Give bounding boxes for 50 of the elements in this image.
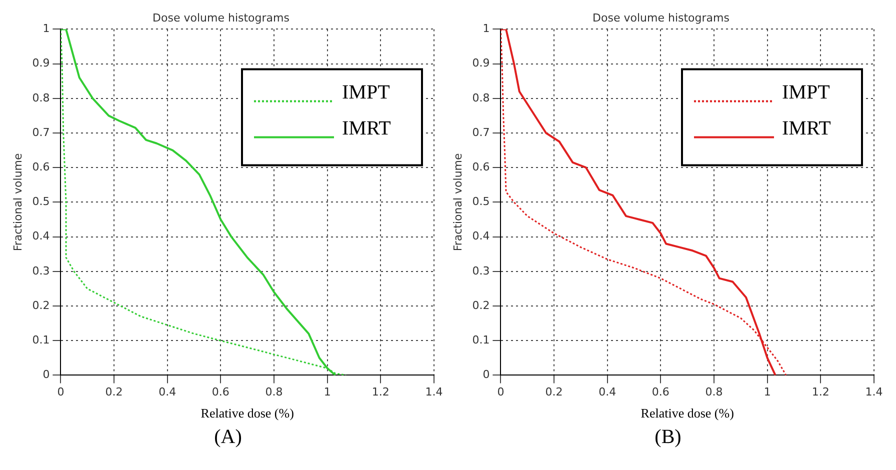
y-tick-label: 0.8: [472, 91, 490, 104]
y-tick-label: 0.5: [32, 195, 50, 208]
y-tick-label: 0.3: [32, 264, 50, 278]
legend-label: IMRT: [342, 117, 391, 140]
y-tick-label: 0: [42, 368, 50, 382]
x-axis-title: Relative dose (%): [640, 406, 734, 421]
y-tick-label: 0.8: [32, 91, 50, 104]
x-tick-label: 1.2: [372, 386, 390, 399]
y-tick-label: 0.6: [32, 160, 50, 174]
x-axis-title: Relative dose (%): [200, 406, 294, 421]
x-tick-label: 1.2: [812, 386, 830, 399]
x-tick-label: 0.8: [705, 386, 723, 399]
y-tick-label: 0.4: [32, 230, 50, 243]
y-tick-label: 0.1: [472, 333, 490, 346]
x-tick-label: 0.6: [652, 386, 670, 399]
x-tick-label: 1.4: [425, 386, 443, 399]
x-tick-label: 1: [324, 386, 331, 399]
legend-label: IMRT: [782, 117, 831, 140]
x-tick-label: 0.2: [545, 386, 563, 399]
legend-label: IMPT: [342, 81, 390, 104]
x-tick-label: 0.6: [212, 386, 230, 399]
y-tick-label: 1: [42, 22, 50, 36]
x-tick-label: 0: [57, 386, 64, 399]
x-tick-label: 0: [497, 386, 504, 399]
x-tick-label: 1.4: [865, 386, 883, 399]
y-tick-label: 0.4: [472, 230, 490, 243]
y-tick-label: 0.7: [472, 126, 490, 139]
text: (B): [654, 426, 682, 449]
y-tick-label: 0.6: [472, 160, 490, 174]
x-tick-label: 0.4: [598, 386, 616, 399]
chart-title: Dose volume histograms: [152, 11, 290, 24]
y-tick-label: 0.9: [32, 56, 50, 70]
x-tick-label: 0.4: [158, 386, 176, 399]
y-axis-title: Fractional volume: [11, 152, 24, 252]
y-tick-label: 0.5: [472, 195, 490, 208]
y-tick-label: 1: [482, 22, 490, 36]
y-tick-label: 0.7: [32, 126, 50, 139]
x-tick-label: 0.8: [265, 386, 283, 399]
chart-title: Dose volume histograms: [592, 11, 730, 24]
y-tick-label: 0.2: [472, 298, 490, 312]
text: (A): [213, 426, 243, 449]
x-tick-label: 1: [764, 386, 771, 399]
y-tick-label: 0: [482, 368, 490, 382]
y-tick-label: 0.9: [472, 56, 490, 70]
y-tick-label: 0.1: [32, 333, 50, 346]
y-tick-label: 0.3: [472, 264, 490, 278]
legend-label: IMPT: [782, 81, 830, 104]
y-tick-label: 0.2: [32, 298, 50, 312]
y-axis-title: Fractional volume: [451, 152, 464, 252]
x-tick-label: 0.2: [105, 386, 123, 399]
